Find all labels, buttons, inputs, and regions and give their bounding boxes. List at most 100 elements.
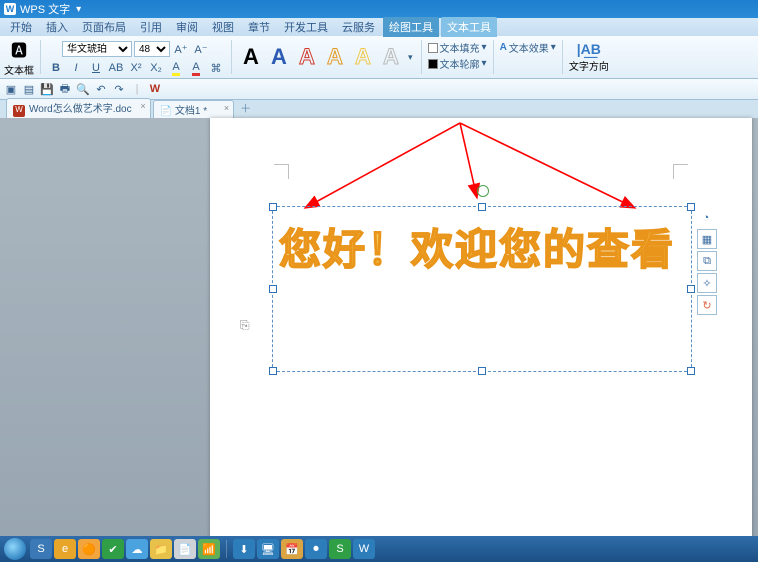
word-mode-icon[interactable]: W [148,83,162,95]
tray-app[interactable]: 📅 [281,539,303,559]
shrink-font-icon[interactable]: A⁻ [192,40,210,58]
start-button[interactable] [4,538,26,560]
resize-handle[interactable] [687,203,695,211]
resize-handle[interactable] [478,367,486,375]
wordart-style-3[interactable]: A [322,44,348,70]
anchor-icon: ⎘ [240,318,250,333]
ribbon-group-wordart-styles: AAAAAA▾ [238,40,422,74]
fontcolor-button[interactable]: A [187,59,205,77]
layout-icon[interactable]: ▦ [697,229,717,249]
text-direction-label: 文字方向 [569,58,609,73]
taskbar-app[interactable]: e [54,539,76,559]
ribbon-group-textbox: 🅰 文本框 [4,40,41,74]
bold-button[interactable]: B [47,59,65,77]
textbox-label: 文本框 [4,62,34,77]
new-tab-button[interactable]: ＋ [236,98,255,118]
menu-review[interactable]: 审阅 [170,17,204,37]
doctab-0[interactable]: Word怎么做艺术字.doc× [6,98,151,118]
app-icon: W [4,3,16,15]
wordart-style-4[interactable]: A [350,44,376,70]
strike-button[interactable]: AB [107,59,125,77]
margin-corner-tr [673,164,688,179]
textbox-icon[interactable]: 🅰 [11,37,27,61]
tray-app[interactable]: 🖥 [257,539,279,559]
taskbar-app[interactable]: 🟠 [78,539,100,559]
qa-undo-icon[interactable]: ↶ [94,83,108,96]
tray-app[interactable]: ⬇ [233,539,255,559]
char-shading-button[interactable]: ⌘ [207,59,225,77]
menu-reference[interactable]: 引用 [134,17,168,37]
wordart-textbox[interactable]: 您好！欢迎您的查看 ◔ ▦ ⧉ ✧ ↻ [272,206,692,372]
tray-app[interactable]: W [353,539,375,559]
menubar: 开始 插入 页面布局 引用 审阅 视图 章节 开发工具 云服务 绘图工具 文本工… [0,18,758,36]
resize-handle[interactable] [269,367,277,375]
title-dropdown-icon[interactable]: ▾ [76,4,81,15]
font-size-select[interactable]: 48 [134,41,170,57]
menu-pagelayout[interactable]: 页面布局 [76,17,132,37]
text-outline-button[interactable]: 文本轮廓 ▾ [428,56,487,71]
menu-texttools[interactable]: 文本工具 [441,17,497,37]
menu-view[interactable]: 视图 [206,17,240,37]
wrap-icon[interactable]: ⧉ [697,251,717,271]
qa-save-icon[interactable]: 💾 [40,83,54,96]
taskbar-app[interactable]: 📁 [150,539,172,559]
qa-preview-icon[interactable]: 🔍 [76,83,90,96]
highlight-button[interactable]: A [167,59,185,77]
document-page[interactable]: ⎘ 您好！欢迎您的查看 ◔ ▦ ⧉ [210,118,752,562]
qa-print-icon[interactable]: 🖶 [58,80,72,99]
taskbar-app[interactable]: ✔ [102,539,124,559]
resize-handle[interactable] [269,285,277,293]
rotate-icon[interactable]: ↻ [697,295,717,315]
textbox-side-buttons: ◔ ▦ ⧉ ✧ ↻ [697,209,717,315]
qa-new-icon[interactable]: ▣ [4,83,18,96]
menu-drawtools[interactable]: 绘图工具 [383,17,439,37]
ribbon: 🅰 文本框 华文琥珀 48 A⁺ A⁻ B I U AB X² X₂ A A ⌘… [0,36,758,79]
menu-start[interactable]: 开始 [4,17,38,37]
wordart-style-5[interactable]: A [378,44,404,70]
italic-button[interactable]: I [67,59,85,77]
taskbar: Se🟠✔☁📁📄📶 ⬇🖥📅⏺SW [0,536,758,562]
rotate-handle[interactable] [477,185,489,197]
wordart-text[interactable]: 您好！欢迎您的查看 [273,207,691,292]
resize-handle[interactable] [478,203,486,211]
close-icon[interactable]: × [140,101,145,111]
qa-redo-icon[interactable]: ↷ [112,83,126,96]
resize-handle[interactable] [687,367,695,375]
wordart-style-1[interactable]: A [266,44,292,70]
underline-button[interactable]: U [87,59,105,77]
ribbon-group-effect: A文本效果 ▾ [500,40,563,74]
ribbon-group-font: 华文琥珀 48 A⁺ A⁻ B I U AB X² X₂ A A ⌘ [47,40,232,74]
taskbar-app[interactable]: 📶 [198,539,220,559]
wordart-style-2[interactable]: A [294,44,320,70]
tray-app[interactable]: S [329,539,351,559]
margin-corner-tl [274,164,289,179]
resize-handle[interactable] [687,285,695,293]
quick-access-bar: ▣ ▤ 💾 🖶 🔍 ↶ ↷ | W [0,79,758,100]
textbox-options-icon[interactable]: ◔ [697,209,715,227]
text-fill-button[interactable]: 文本填充 ▾ [428,40,487,55]
menu-section[interactable]: 章节 [242,17,276,37]
superscript-button[interactable]: X² [127,59,145,77]
subscript-button[interactable]: X₂ [147,59,165,77]
taskbar-app[interactable]: 📄 [174,539,196,559]
doctab-1[interactable]: 📄 文档1 *× [153,100,234,118]
font-name-select[interactable]: 华文琥珀 [62,41,132,57]
taskbar-app[interactable]: ☁ [126,539,148,559]
taskbar-app[interactable]: S [30,539,52,559]
wordart-style-0[interactable]: A [238,44,264,70]
wordart-style-more[interactable]: ▾ [406,52,415,63]
ribbon-group-direction: |A͟B 文字方向 [569,41,609,73]
tray-app[interactable]: ⏺ [305,539,327,559]
text-effect-button[interactable]: A文本效果 ▾ [500,40,556,55]
text-direction-icon[interactable]: |A͟B [577,41,601,57]
document-tabs: Word怎么做艺术字.doc× 📄 文档1 *× ＋ [0,100,758,118]
grow-font-icon[interactable]: A⁺ [172,40,190,58]
menu-devtools[interactable]: 开发工具 [278,17,334,37]
close-icon[interactable]: × [224,103,229,113]
resize-handle[interactable] [269,203,277,211]
title-bar: W WPS 文字 ▾ [0,0,758,18]
menu-cloud[interactable]: 云服务 [336,17,381,37]
qa-new2-icon[interactable]: ▤ [22,83,36,96]
more-icon[interactable]: ✧ [697,273,717,293]
menu-insert[interactable]: 插入 [40,17,74,37]
